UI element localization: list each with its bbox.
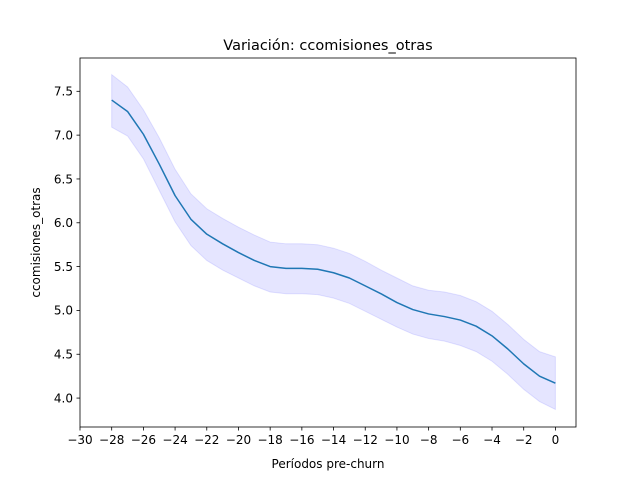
x-tick-label: −12	[353, 433, 378, 447]
y-axis-label: ccomisiones_otras	[29, 187, 43, 297]
x-tick-label: −10	[384, 433, 409, 447]
y-tick-label: 7.0	[54, 128, 73, 142]
x-tick-label: −20	[226, 433, 251, 447]
y-tick-label: 5.5	[54, 260, 73, 274]
x-tick-label: −24	[162, 433, 187, 447]
x-axis: −30 −28 −26 −24 −22 −20 −18 −16 −14 −12 −10 −8 −6 −4−…	[67, 427, 559, 447]
y-tick-label: 6.0	[54, 216, 73, 230]
x-tick-label: −28	[99, 433, 124, 447]
x-tick-label: −18	[257, 433, 282, 447]
x-tick-label: 0	[552, 433, 560, 447]
x-tick-label: −30	[67, 433, 92, 447]
y-tick-label: 4.0	[54, 391, 73, 405]
series-line	[111, 99, 556, 384]
y-tick-label: 4.5	[54, 348, 73, 362]
plot-frame	[79, 57, 577, 428]
y-axis: 4.0 4.5 5.0 5.5 6.0 6.5 7.0 7.5	[54, 85, 80, 405]
x-tick-label: −8	[420, 433, 438, 447]
y-tick-label: 5.0	[54, 304, 73, 318]
x-tick-label: −2	[515, 433, 533, 447]
confidence-band	[111, 73, 556, 411]
plot-area	[111, 73, 556, 411]
x-axis-label: Períodos pre-churn	[272, 457, 385, 471]
x-tick-label: −4	[483, 433, 501, 447]
x-tick-label: −22	[194, 433, 219, 447]
y-tick-label: 6.5	[54, 172, 73, 186]
x-tick-label: −14	[321, 433, 346, 447]
x-tick-label: −6	[451, 433, 469, 447]
x-tick-label: −16	[289, 433, 314, 447]
y-tick-label: 7.5	[54, 85, 73, 99]
chart-title: Variación: ccomisiones_otras	[223, 38, 432, 54]
x-tick-label: −26	[131, 433, 156, 447]
